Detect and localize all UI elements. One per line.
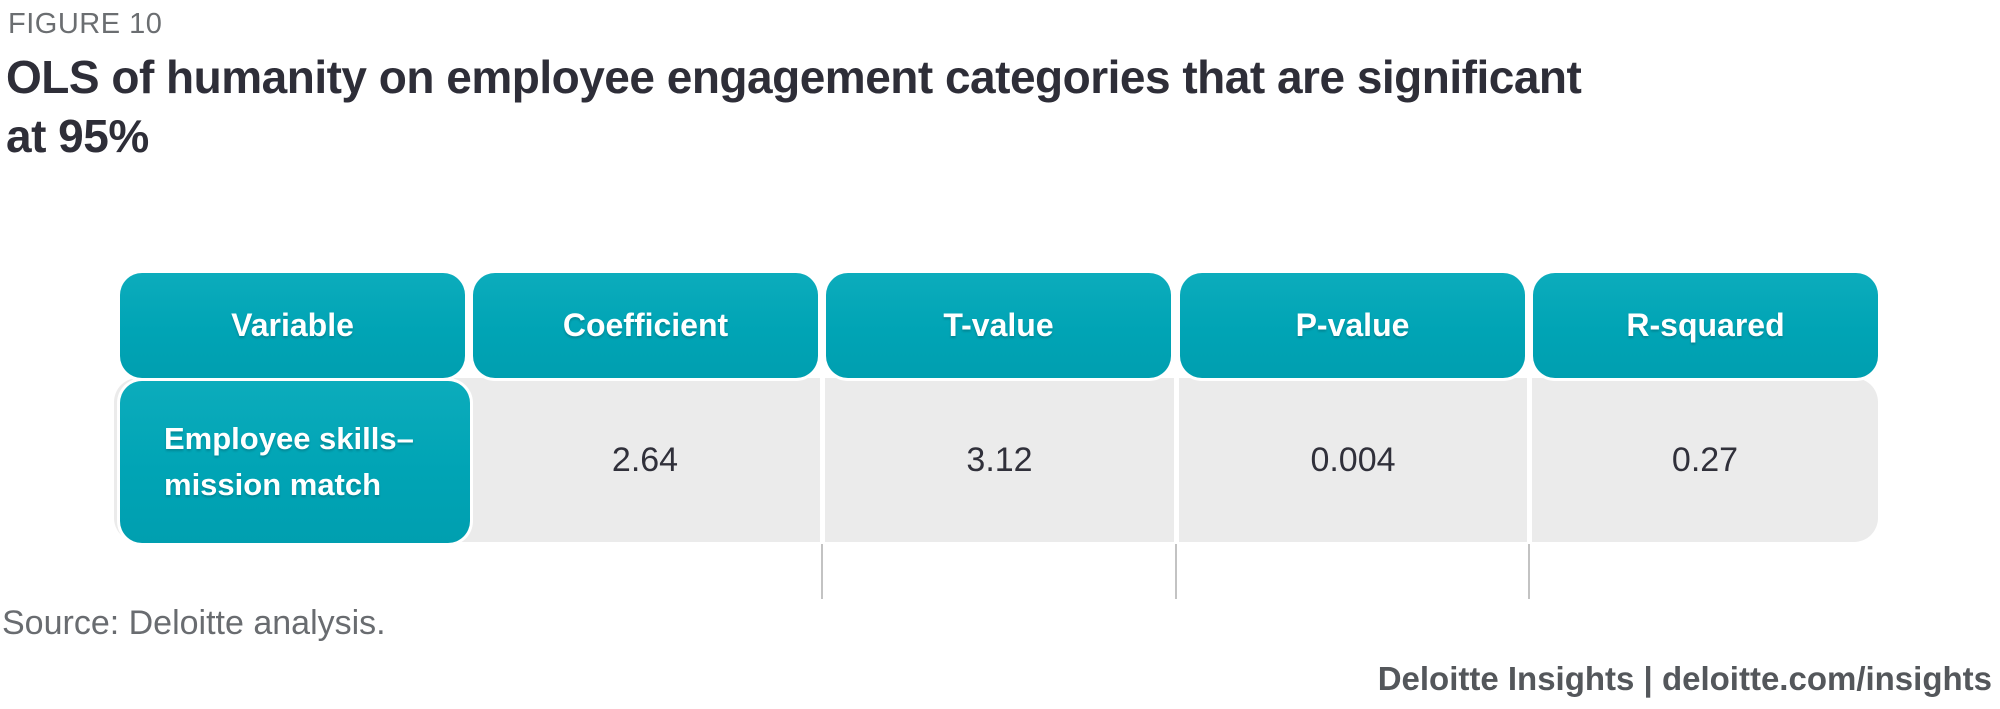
column-header-r-squared: R-squared	[1533, 273, 1878, 378]
row-t-value: 3.12	[966, 440, 1033, 479]
column-header-coefficient: Coefficient	[473, 273, 818, 378]
source-note: Source: Deloitte analysis.	[2, 604, 386, 642]
row-variable-cell: Employee skills–mission match	[120, 381, 470, 543]
column-divider	[1175, 544, 1177, 599]
column-header-t-value: T-value	[826, 273, 1171, 378]
cell-gap-divider	[820, 378, 825, 542]
row-p-value: 0.004	[1310, 440, 1396, 479]
column-divider	[821, 544, 823, 599]
column-header-variable: Variable	[120, 273, 465, 378]
row-r-squared-value: 0.27	[1671, 440, 1739, 479]
deloitte-insights-footer: Deloitte Insights | deloitte.com/insight…	[1377, 660, 1992, 697]
figure-title-line2: at 95%	[6, 110, 149, 162]
column-divider	[1528, 544, 1530, 599]
figure-title-line1: OLS of humanity on employee engagement c…	[6, 51, 1582, 103]
column-header-p-value: P-value	[1180, 273, 1525, 378]
row-coefficient-value: 2.64	[611, 440, 679, 479]
cell-gap-divider	[1174, 378, 1179, 542]
figure-title: OLS of humanity on employee engagement c…	[6, 48, 1582, 166]
figure-number-label: FIGURE 10	[8, 8, 163, 40]
cell-gap-divider	[1527, 378, 1532, 542]
